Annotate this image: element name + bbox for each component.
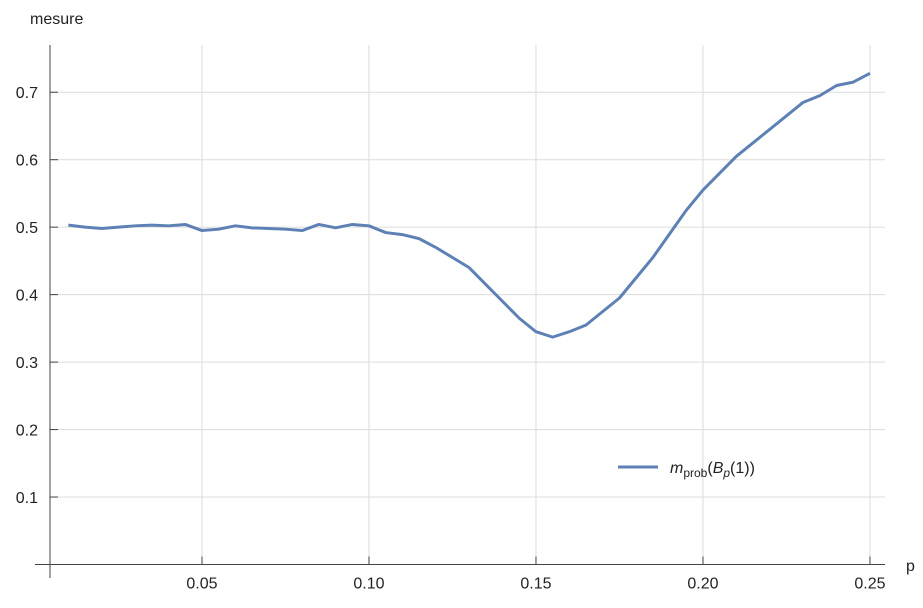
y-tick-label: 0.5 (16, 220, 38, 237)
x-tick-label: 0.05 (186, 576, 217, 593)
legend-label: mprob(Bp(1)) (670, 460, 755, 480)
legend-label-part: B (713, 460, 724, 477)
y-tick-label: 0.2 (16, 423, 38, 440)
legend-label-part: (1)) (730, 460, 755, 477)
x-tick-label: 0.25 (854, 576, 885, 593)
legend-label-part: ( (707, 460, 713, 477)
legend-label-part: prob (683, 466, 707, 480)
y-axis-label: mesure (30, 11, 83, 28)
legend-label-part: m (670, 460, 683, 477)
legend-label-part: p (722, 466, 730, 480)
y-tick-label: 0.4 (16, 288, 38, 305)
x-tick-label: 0.20 (687, 576, 718, 593)
line-series (68, 72, 871, 339)
x-tick-label: 0.15 (520, 576, 551, 593)
y-tick-label: 0.3 (16, 355, 38, 372)
y-tick-label: 0.6 (16, 153, 38, 170)
y-tick-label: 0.1 (16, 490, 38, 507)
x-tick-label: 0.10 (353, 576, 384, 593)
x-axis-label: p (906, 558, 915, 575)
y-tick-label: 0.7 (16, 85, 38, 102)
